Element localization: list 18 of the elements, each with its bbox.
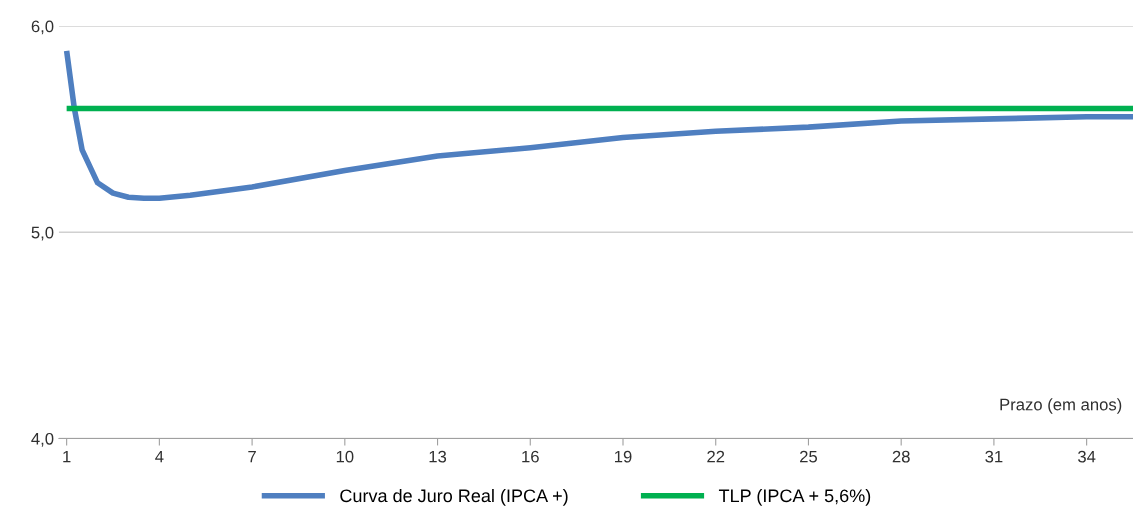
legend-label: Curva de Juro Real (IPCA +)	[340, 488, 568, 506]
y-tick-label: 6,0	[31, 20, 54, 35]
x-tick-label: 1	[63, 450, 71, 463]
x-tick-label: 22	[707, 450, 725, 463]
x-tick-label: 13	[429, 450, 447, 463]
x-tick-label: 25	[800, 450, 818, 463]
x-tick-label: 19	[615, 450, 632, 463]
x-tick-label: 7	[248, 450, 256, 463]
x-tick-label: 34	[1078, 450, 1096, 463]
x-axis-title: Prazo (em anos)	[1000, 398, 1122, 414]
x-tick-label: 4	[155, 450, 164, 463]
x-tick-label: 31	[985, 450, 1003, 463]
legend-label: TLP (IPCA + 5,6%)	[718, 488, 871, 506]
x-tick-label: 10	[336, 450, 354, 463]
x-tick-label: 16	[522, 450, 539, 463]
y-tick-label: 5,0	[31, 226, 54, 241]
y-tick-label: 4,0	[31, 432, 54, 447]
x-tick-label: 28	[892, 450, 910, 463]
